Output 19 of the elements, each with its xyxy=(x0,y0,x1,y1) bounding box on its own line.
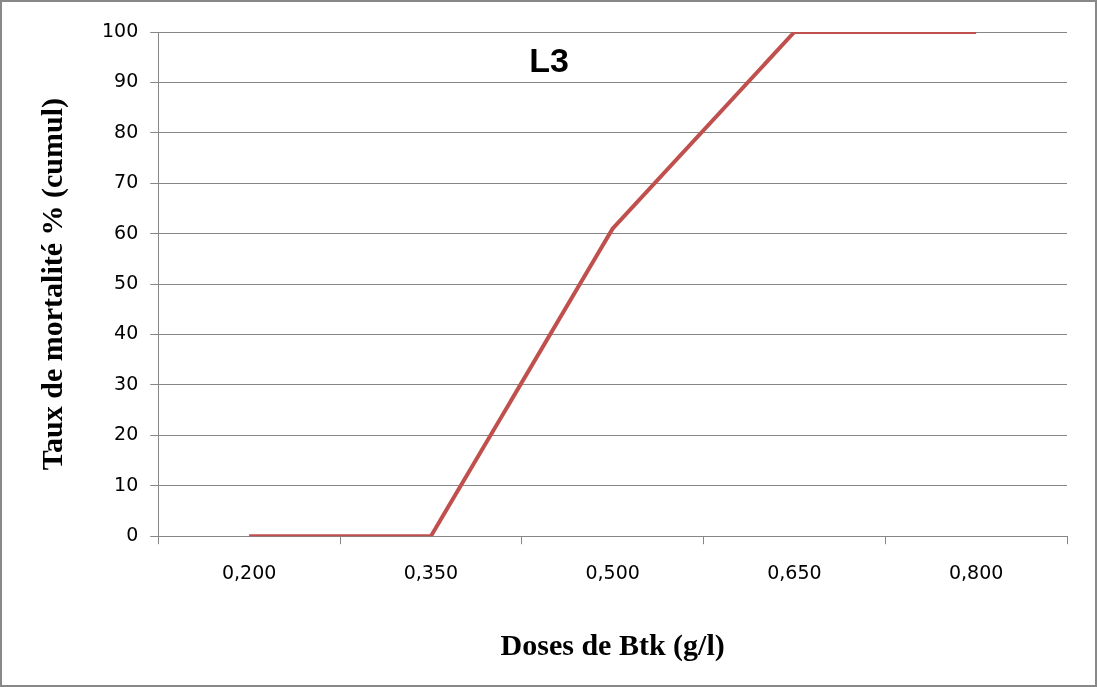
y-tick-label: 40 xyxy=(114,321,139,344)
y-tick-label: 90 xyxy=(114,69,139,92)
y-axis-title: Taux de mortalité % (cumul) xyxy=(34,98,69,471)
y-tick-label: 10 xyxy=(114,472,139,495)
y-tick-label: 30 xyxy=(114,371,139,394)
x-tick-label: 0,800 xyxy=(948,560,1004,583)
x-tick-label: 0,500 xyxy=(585,560,640,583)
y-tick-label: 20 xyxy=(114,422,139,445)
y-tick-label: 60 xyxy=(114,220,139,243)
x-axis-title: Doses de Btk (g/l) xyxy=(500,627,725,662)
x-tick-label: 0,200 xyxy=(221,560,277,583)
y-tick-label: 0 xyxy=(126,523,139,546)
x-tick-label: 0,650 xyxy=(767,560,822,583)
y-tick-label: 70 xyxy=(114,170,139,193)
y-tick-label: 80 xyxy=(114,119,139,142)
chart-title: L3 xyxy=(529,41,569,80)
y-tick-label: 50 xyxy=(114,271,139,294)
x-tick-label: 0,350 xyxy=(403,560,459,583)
y-tick-label: 100 xyxy=(102,18,139,41)
